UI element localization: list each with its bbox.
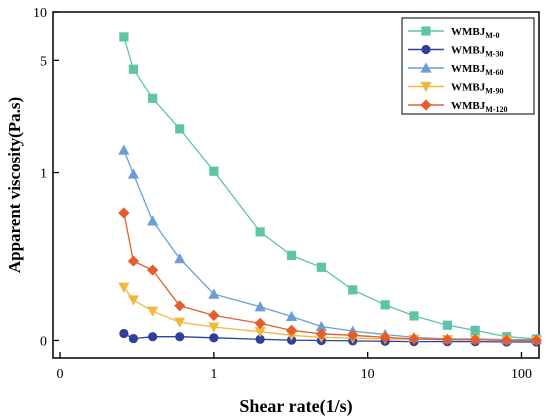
x-axis-title: Shear rate(1/s): [239, 396, 352, 417]
data-point: [442, 320, 453, 330]
legend-marker: [421, 44, 431, 55]
data-point: [209, 333, 219, 343]
series-m-120: [118, 207, 542, 347]
data-point: [119, 328, 129, 339]
data-point: [409, 311, 419, 321]
data-point: [175, 124, 185, 134]
data-point: [208, 309, 220, 321]
data-point: [254, 317, 266, 329]
data-point: [469, 334, 481, 346]
data-point: [209, 166, 219, 176]
data-point: [118, 282, 130, 293]
legend-label: WMBJM-0: [451, 26, 499, 40]
data-point: [128, 333, 139, 344]
legend-entry: WMBJM-60: [408, 62, 503, 77]
data-point: [128, 64, 139, 74]
data-point: [347, 329, 359, 341]
data-point: [254, 327, 266, 338]
data-point: [286, 250, 297, 260]
y-tick-label: 1: [40, 167, 47, 182]
data-point: [174, 317, 186, 328]
data-point: [441, 334, 454, 346]
data-point: [408, 333, 420, 345]
legend-entry: WMBJM-120: [408, 99, 507, 114]
legend-label: WMBJM-120: [451, 100, 507, 114]
data-point: [208, 288, 220, 299]
plot-frame: [52, 11, 540, 359]
data-point: [380, 300, 390, 310]
data-point: [255, 227, 265, 237]
data-point: [315, 320, 327, 332]
legend-entry: WMBJM-90: [408, 82, 503, 96]
series-m-60: [118, 144, 542, 345]
y-tick-label: 0: [40, 334, 47, 349]
x-tick-label: 1: [210, 367, 217, 382]
data-point: [285, 324, 298, 336]
legend-marker: [421, 26, 431, 36]
legend-label: WMBJM-90: [451, 82, 503, 96]
series-layer: [118, 32, 542, 347]
data-point: [118, 207, 130, 219]
legend-label: WMBJM-60: [451, 63, 503, 77]
data-point: [208, 322, 220, 333]
data-point: [147, 215, 159, 226]
data-point: [315, 328, 327, 340]
data-point: [148, 93, 158, 103]
data-point: [316, 262, 326, 272]
x-tick-label: 0: [57, 367, 64, 382]
x-tick-label: 100: [511, 367, 532, 382]
data-point: [530, 334, 542, 347]
data-point: [148, 332, 158, 342]
legend-label: WMBJM-30: [451, 45, 503, 59]
data-point: [118, 144, 130, 155]
data-point: [175, 332, 185, 342]
y-tick-label: 5: [40, 54, 47, 69]
y-tick-label: 10: [33, 6, 47, 21]
series-line: [123, 212, 537, 342]
legend-entry: WMBJM-0: [408, 26, 499, 40]
series-line: [123, 149, 537, 341]
data-point: [147, 264, 159, 276]
legend: WMBJM-0 WMBJM-30 WMBJM-60 WMBJM-90 WMBJM-120: [401, 17, 535, 115]
data-point: [127, 168, 140, 179]
legend-marker: [420, 62, 432, 73]
data-point: [285, 310, 298, 322]
data-point: [348, 285, 358, 295]
x-tick-label: 10: [361, 367, 375, 382]
data-point: [174, 253, 186, 264]
data-point: [127, 255, 140, 267]
data-point: [500, 334, 513, 347]
legend-marker: [420, 81, 432, 93]
legend-entry: WMBJM-30: [408, 45, 503, 59]
data-point: [255, 334, 265, 344]
axis-ticks: 0 1 10 100 0 1 5 10: [33, 6, 532, 382]
legend-marker: [420, 99, 432, 111]
y-axis-title: Apparent viscosity(Pa.s): [5, 97, 24, 273]
data-point: [254, 301, 266, 312]
data-point: [119, 32, 129, 42]
data-point: [127, 295, 140, 306]
data-point: [470, 325, 480, 335]
data-point: [174, 300, 186, 312]
data-point: [147, 306, 159, 317]
data-point: [379, 331, 391, 344]
